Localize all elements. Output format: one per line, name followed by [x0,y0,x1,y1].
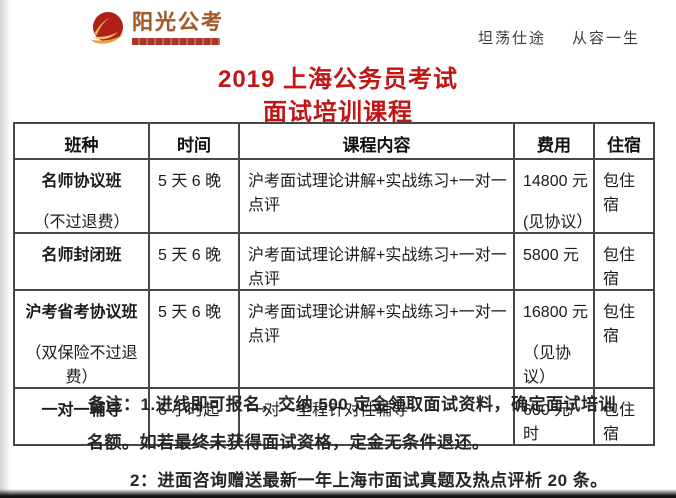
fee-note: (见协议） [523,214,593,231]
cell-time: 6 小时起 [148,387,240,446]
cell-fee: 14800 元 (见协议） [513,158,595,234]
slogan: 坦荡仕途 从容一生 [478,27,640,48]
logo-banner [132,38,220,45]
fee-note: （见协议） [523,345,572,386]
cell-content: 沪考面试理论讲解+实战练习+一对一点评 [238,158,515,234]
cell-content: 一对一全程针对性辅导 [238,387,515,446]
class-name: 一对一辅导 [41,402,122,419]
table-row: 沪考省考协议班 （双保险不过退费） 5 天 6 晚 沪考面试理论讲解+实战练习+… [13,289,655,389]
cell-content: 沪考面试理论讲解+实战练习+一对一点评 [238,232,515,291]
cell-class-type: 名师封闭班 [13,232,150,291]
cell-time: 5 天 6 晚 [148,158,240,234]
cell-lodging: 包住宿 [593,289,655,389]
column-header-content: 课程内容 [238,122,515,160]
cell-lodging: 包住宿 [593,232,655,291]
column-header-class-type: 班种 [13,122,150,160]
cell-class-type: 一对一辅导 [13,387,150,446]
logo-text: 阳光公考 [132,11,224,34]
slogan-left: 坦荡仕途 [477,31,546,47]
cell-content: 沪考面试理论讲解+实战练习+一对一点评 [238,289,515,389]
table-header-row: 班种 时间 课程内容 费用 住宿 [13,122,655,160]
page-bottom-edge-shadow [0,489,676,498]
page-title-line2: 面试培训课程 [263,99,413,126]
cell-fee: 16800 元 （见协议） [513,289,595,389]
page-left-edge-shadow [0,0,11,498]
fee-amount: 14800 元 [523,173,588,190]
column-header-lodging: 住宿 [593,122,655,160]
table-row: 名师协议班 （不过退费） 5 天 6 晚 沪考面试理论讲解+实战练习+一对一点评… [13,158,655,234]
class-name: 沪考省考协议班 [25,304,138,321]
logo: 阳光公考 [88,10,224,52]
cell-time: 5 天 6 晚 [148,232,240,291]
fee-amount: 16800 元 [523,304,588,321]
class-name: 名师协议班 [41,173,122,190]
slogan-right: 从容一生 [571,31,640,47]
class-name: 名师封闭班 [41,247,122,264]
cell-fee: 600 元/时 [513,387,595,446]
cell-class-type: 名师协议班 （不过退费） [13,158,150,234]
cell-time: 5 天 6 晚 [148,289,240,389]
cell-lodging: 包住宿 [593,158,655,234]
class-note: （不过退费） [33,214,130,231]
column-header-time: 时间 [148,122,240,160]
sun-leaf-logo-icon [91,12,123,44]
table-row: 一对一辅导 6 小时起 一对一全程针对性辅导 600 元/时 包住宿 [13,387,655,446]
class-note: （双保险不过退费） [25,345,138,386]
page-title-line1: 2019 上海公务员考试 [217,66,459,93]
table-row: 名师封闭班 5 天 6 晚 沪考面试理论讲解+实战练习+一对一点评 5800 元… [13,232,655,291]
cell-fee: 5800 元 [513,232,595,291]
remark-line-3: 2：进面咨询赠送最新一年上海市面试真题及热点评析 20 条。 [130,471,608,490]
cell-lodging: 包住宿 [593,387,655,446]
cell-class-type: 沪考省考协议班 （双保险不过退费） [13,289,150,389]
remark-line-2: 名额。如若最终未获得面试资格，定金无条件退还。 [87,433,490,452]
course-table: 班种 时间 课程内容 费用 住宿 名师协议班 （不过退费） 5 天 6 晚 沪考… [13,122,655,446]
column-header-fee: 费用 [513,122,595,160]
remark-line-1: 备注：1.进线即可报名，交纳 500 定金领取面试资料，确定面试培训 [88,395,616,414]
